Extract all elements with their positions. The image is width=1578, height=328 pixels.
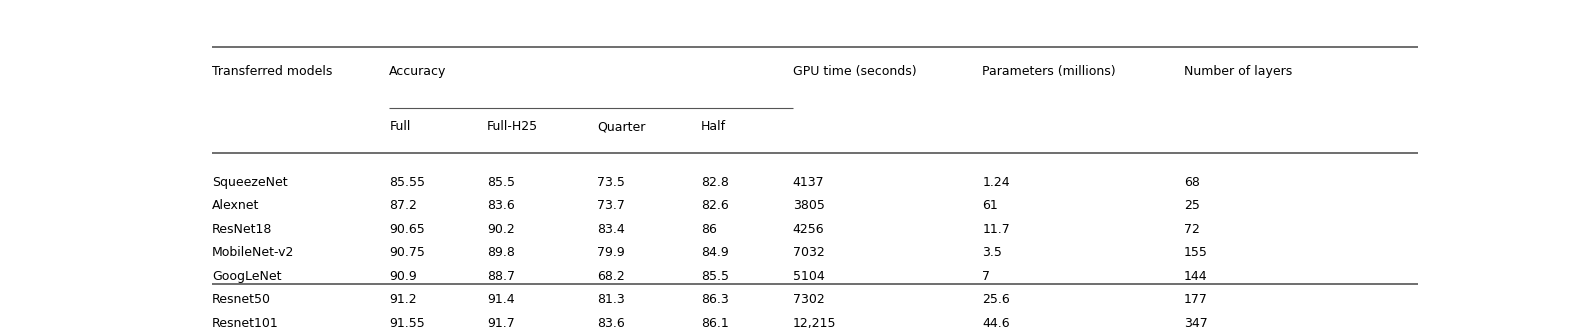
Text: 82.8: 82.8: [701, 176, 729, 189]
Text: 5104: 5104: [792, 270, 825, 283]
Text: Parameters (millions): Parameters (millions): [983, 65, 1116, 78]
Text: Transferred models: Transferred models: [211, 65, 333, 78]
Text: Half: Half: [701, 120, 726, 133]
Text: Accuracy: Accuracy: [390, 65, 447, 78]
Text: MobileNet-v2: MobileNet-v2: [211, 246, 295, 259]
Text: 90.2: 90.2: [488, 223, 514, 236]
Text: Resnet101: Resnet101: [211, 317, 279, 328]
Text: 82.6: 82.6: [701, 199, 729, 212]
Text: 89.8: 89.8: [488, 246, 514, 259]
Text: Resnet50: Resnet50: [211, 293, 271, 306]
Text: 91.55: 91.55: [390, 317, 424, 328]
Text: Full: Full: [390, 120, 410, 133]
Text: 84.9: 84.9: [701, 246, 729, 259]
Text: SqueezeNet: SqueezeNet: [211, 176, 287, 189]
Text: 85.55: 85.55: [390, 176, 424, 189]
Text: GoogLeNet: GoogLeNet: [211, 270, 281, 283]
Text: GPU time (seconds): GPU time (seconds): [792, 65, 917, 78]
Text: 91.2: 91.2: [390, 293, 417, 306]
Text: 1.24: 1.24: [983, 176, 1010, 189]
Text: 73.5: 73.5: [596, 176, 625, 189]
Text: 83.6: 83.6: [488, 199, 514, 212]
Text: 85.5: 85.5: [488, 176, 514, 189]
Text: 86.3: 86.3: [701, 293, 729, 306]
Text: 25.6: 25.6: [983, 293, 1010, 306]
Text: ResNet18: ResNet18: [211, 223, 273, 236]
Text: Alexnet: Alexnet: [211, 199, 259, 212]
Text: 155: 155: [1184, 246, 1209, 259]
Text: 7302: 7302: [792, 293, 825, 306]
Text: 347: 347: [1184, 317, 1207, 328]
Text: 7032: 7032: [792, 246, 825, 259]
Text: Quarter: Quarter: [596, 120, 645, 133]
Text: 85.5: 85.5: [701, 270, 729, 283]
Text: 11.7: 11.7: [983, 223, 1010, 236]
Text: 7: 7: [983, 270, 991, 283]
Text: 88.7: 88.7: [488, 270, 514, 283]
Text: 86: 86: [701, 223, 716, 236]
Text: 3.5: 3.5: [983, 246, 1002, 259]
Text: 86.1: 86.1: [701, 317, 729, 328]
Text: 4137: 4137: [792, 176, 824, 189]
Text: 3805: 3805: [792, 199, 825, 212]
Text: 91.4: 91.4: [488, 293, 514, 306]
Text: 68.2: 68.2: [596, 270, 625, 283]
Text: 83.4: 83.4: [596, 223, 625, 236]
Text: 90.75: 90.75: [390, 246, 424, 259]
Text: 144: 144: [1184, 270, 1207, 283]
Text: 177: 177: [1184, 293, 1209, 306]
Text: 83.6: 83.6: [596, 317, 625, 328]
Text: 72: 72: [1184, 223, 1199, 236]
Text: 81.3: 81.3: [596, 293, 625, 306]
Text: 61: 61: [983, 199, 999, 212]
Text: 79.9: 79.9: [596, 246, 625, 259]
Text: 90.9: 90.9: [390, 270, 417, 283]
Text: 90.65: 90.65: [390, 223, 424, 236]
Text: 12,215: 12,215: [792, 317, 836, 328]
Text: 87.2: 87.2: [390, 199, 417, 212]
Text: 25: 25: [1184, 199, 1199, 212]
Text: Number of layers: Number of layers: [1184, 65, 1292, 78]
Text: 91.7: 91.7: [488, 317, 514, 328]
Text: Full-H25: Full-H25: [488, 120, 538, 133]
Text: 73.7: 73.7: [596, 199, 625, 212]
Text: 44.6: 44.6: [983, 317, 1010, 328]
Text: 68: 68: [1184, 176, 1199, 189]
Text: 4256: 4256: [792, 223, 824, 236]
